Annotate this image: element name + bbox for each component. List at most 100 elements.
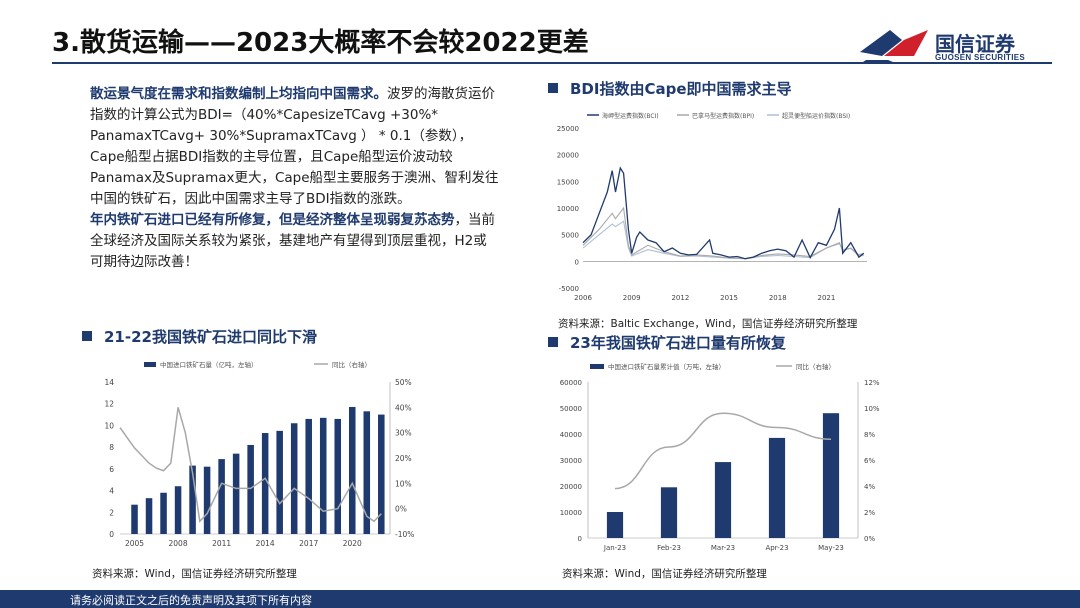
y-left-tick-label: 0: [578, 535, 582, 543]
legend-label-line: 同比（右轴）: [332, 360, 371, 369]
y-tick-label: 0: [575, 258, 579, 266]
y-right-tick-label: 6%: [864, 457, 875, 465]
bar-import-2011: [218, 459, 225, 534]
x-tick-label: Mar-23: [711, 544, 735, 552]
y-tick-label: 15000: [557, 178, 579, 186]
y-left-tick-label: 60000: [560, 379, 582, 387]
bar-import-2017: [305, 418, 312, 534]
yoy-line: [614, 412, 832, 490]
x-tick-label: May-23: [818, 544, 844, 552]
bar-import-May-23: [822, 413, 840, 538]
analysis-paragraph: 散运景气度在需求和指数编制上均指向中国需求。波罗的海散货运价指数的计算公式为BD…: [90, 84, 500, 273]
bar-import-2009: [189, 465, 196, 534]
y-left-tick-label: 30000: [560, 457, 582, 465]
bar-import-2016: [290, 423, 298, 534]
x-tick-label: 2017: [299, 539, 318, 548]
bar-import-2018: [319, 417, 327, 534]
bar-import-2020: [348, 406, 356, 534]
logo-navy-shape: [860, 30, 902, 56]
legend-swatch-bar: [144, 362, 156, 367]
x-tick-label: Feb-23: [657, 544, 681, 552]
series-line-bsi: [582, 220, 864, 260]
section-title-iron-yoy-text: 21-22我国铁矿石进口同比下滑: [104, 328, 317, 346]
bar-import-2019: [334, 418, 342, 534]
x-tick-label: 2009: [623, 294, 641, 302]
source-bdi: 资料来源：Baltic Exchange，Wind，国信证券经济研究所整理: [558, 318, 858, 330]
x-tick-label: 2014: [256, 539, 275, 548]
y-left-tick-label: 20000: [560, 483, 582, 491]
y-left-tick-label: 6: [109, 465, 114, 474]
y-right-tick-label: 10%: [395, 479, 412, 488]
y-left-tick-label: 14: [104, 378, 114, 387]
bar-import-Apr-23: [768, 437, 786, 538]
footer-bar: 请务必阅读正文之后的免责声明及其项下所有内容: [0, 590, 1080, 608]
y-tick-label: 25000: [557, 125, 579, 133]
section-bullet-icon: [548, 83, 558, 93]
x-tick-label: 2006: [574, 294, 592, 302]
y-right-tick-label: 50%: [395, 378, 412, 387]
para-body-1: 波罗的海散货运价指数的计算公式为BDI=（40%*CapesizeTCavg +…: [90, 86, 499, 207]
bar-import-2014: [261, 433, 269, 534]
x-tick-label: 2015: [720, 294, 738, 302]
y-tick-label: 10000: [557, 205, 579, 213]
bar-import-2015: [276, 430, 283, 534]
legend-label-bar: 中国进口铁矿石量累计值（万吨，左轴）: [608, 362, 725, 371]
source-iron-2023: 资料来源：Wind，国信证券经济研究所整理: [562, 568, 767, 580]
guosen-logo-mark: [860, 30, 928, 64]
yoy-line: [119, 407, 382, 523]
bar-import-Feb-23: [660, 487, 678, 538]
y-left-tick-label: 10: [104, 421, 114, 430]
section-title-bdi-text: BDI指数由Cape即中国需求主导: [570, 80, 792, 98]
section-title-bdi: BDI指数由Cape即中国需求主导: [548, 78, 792, 99]
x-tick-label: 2018: [769, 294, 787, 302]
y-right-tick-label: 0%: [864, 535, 875, 543]
section-title-iron-2023: 23年我国铁矿石进口量有所恢复: [548, 332, 786, 353]
para-body-2: ，当前全球经济及国际关系较为紧张，基建地产有望得到顶层重视，H2或可期待边际改善…: [90, 212, 495, 270]
y-right-tick-label: 10%: [864, 405, 880, 413]
x-tick-label: 2005: [125, 539, 144, 548]
bar-import-2005: [131, 504, 138, 534]
x-tick-label: 2011: [212, 539, 231, 548]
bar-import-2012: [232, 453, 240, 534]
y-left-tick-label: 40000: [560, 431, 582, 439]
x-tick-label: 2021: [818, 294, 836, 302]
y-right-tick-label: 30%: [395, 429, 412, 438]
y-right-tick-label: -10%: [395, 530, 414, 539]
legend-label-bar: 中国进口铁矿石量（亿吨，左轴）: [160, 360, 258, 369]
y-right-tick-label: 20%: [395, 454, 412, 463]
bar-import-2008: [174, 486, 182, 534]
logo-text-en: GUOSEN SECURITIES: [935, 53, 1026, 62]
x-tick-label: 2008: [169, 539, 188, 548]
bar-import-Jan-23: [606, 512, 624, 538]
y-left-tick-label: 50000: [560, 405, 582, 413]
y-right-tick-label: 8%: [864, 431, 875, 439]
bar-import-2022: [378, 414, 385, 534]
logo-base-shape: [860, 60, 898, 64]
section-bullet-icon: [82, 331, 92, 341]
bar-import-2021: [363, 411, 371, 534]
y-right-tick-label: 40%: [395, 403, 412, 412]
y-left-tick-label: 2: [109, 508, 114, 517]
title-divider: [52, 62, 1052, 64]
section-title-iron-2023-text: 23年我国铁矿石进口量有所恢复: [570, 334, 786, 352]
y-left-tick-label: 12: [104, 400, 114, 409]
y-left-tick-label: 4: [109, 487, 114, 496]
y-right-tick-label: 12%: [864, 379, 880, 387]
y-tick-label: -5000: [559, 285, 579, 293]
x-tick-label: 2012: [671, 294, 689, 302]
legend-swatch-bar: [590, 364, 604, 369]
section-title-iron-yoy: 21-22我国铁矿石进口同比下滑: [82, 326, 317, 347]
x-tick-label: Apr-23: [765, 544, 788, 552]
legend-label: 海岬型运费指数(BCI): [602, 112, 659, 120]
para-highlight-2: 年内铁矿石进口已经有所修复，但是经济整体呈现弱复苏态势: [90, 212, 455, 228]
bar-import-2013: [247, 444, 254, 534]
page-title: 3.散货运输——2023大概率不会较2022更差: [52, 28, 589, 58]
bdi-line-chart: 海岬型运费指数(BCI) 巴拿马型运费指数(BPI) 超灵便型船运价指数(BSI) 2…: [557, 112, 867, 302]
y-right-tick-label: 0%: [395, 505, 407, 514]
legend-label: 超灵便型船运价指数(BSI): [782, 112, 850, 120]
y-left-tick-label: 8: [109, 443, 114, 452]
source-iron-yoy: 资料来源：Wind，国信证券经济研究所整理: [92, 568, 297, 580]
iron-ore-2023-chart: 中国进口铁矿石量累计值（万吨，左轴） 同比（右轴） 0 10000 20000 30000…: [560, 362, 880, 552]
series-line-bci: [582, 166, 865, 260]
y-left-tick-label: 10000: [560, 509, 582, 517]
